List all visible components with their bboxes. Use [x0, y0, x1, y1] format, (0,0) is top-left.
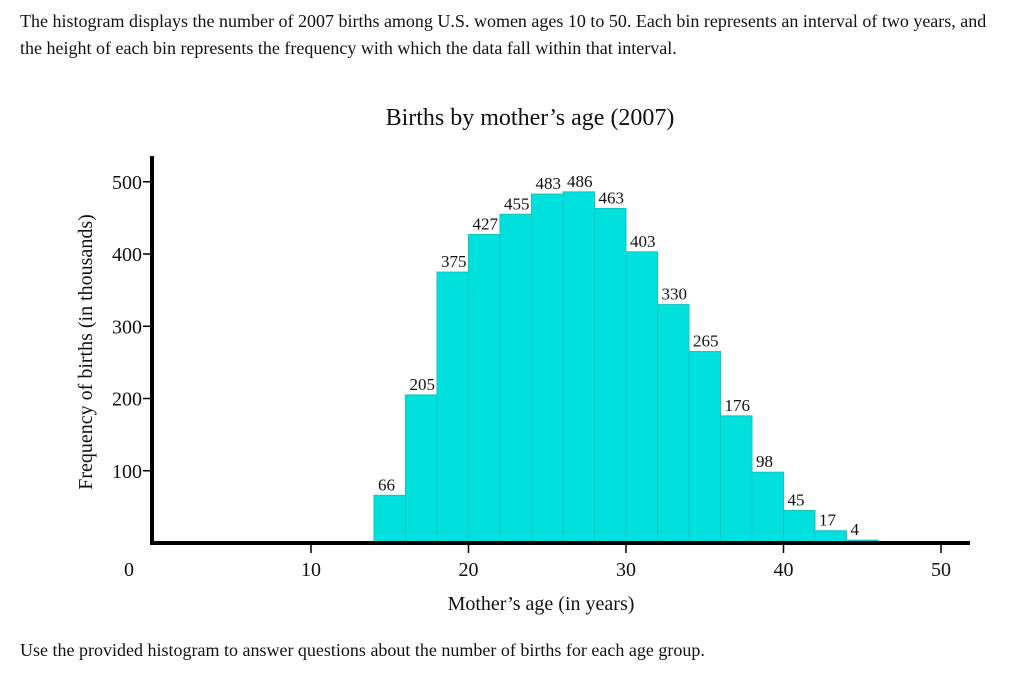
bar-label-34-36: 265: [693, 332, 719, 351]
y-tick-label-300: 300: [112, 316, 142, 338]
bar-14-16: [373, 494, 406, 544]
intro-text: The histogram displays the number of 200…: [20, 11, 987, 58]
y-tick-label-200: 200: [112, 389, 142, 411]
y-tick-label-400: 400: [112, 244, 142, 266]
bar-label-24-26: 483: [536, 174, 562, 193]
bar-34-36: [688, 351, 721, 544]
x-tick-label-30: 30: [616, 559, 636, 581]
bar-label-38-40: 98: [756, 452, 773, 471]
bar-label-26-28: 486: [567, 172, 593, 191]
bar-40-42: [783, 509, 816, 544]
bar-label-40-42: 45: [788, 490, 805, 509]
bar-label-32-34: 330: [662, 285, 688, 304]
x-tick-label-20: 20: [459, 559, 479, 581]
bars-group: [373, 191, 879, 544]
bar-label-14-16: 66: [378, 475, 395, 494]
y-tick-label-500: 500: [112, 172, 142, 194]
y-axis-label: Frequency of births (in thousands): [75, 214, 97, 490]
x-tick-label-10: 10: [301, 559, 321, 581]
bar-16-18: [405, 394, 438, 544]
bar-label-36-38: 176: [725, 396, 751, 415]
bar-label-20-22: 427: [473, 214, 499, 233]
x-tick-label-50: 50: [931, 559, 951, 581]
bar-18-20: [436, 271, 469, 544]
bar-label-42-44: 17: [819, 511, 837, 530]
bar-38-40: [751, 471, 784, 544]
x-axis-label: Mother’s age (in years): [448, 593, 635, 615]
bar-20-22: [468, 233, 501, 544]
bar-36-38: [720, 415, 753, 544]
origin-label: 0: [124, 559, 134, 581]
bar-32-34: [657, 304, 690, 544]
x-axis-ticks: 10 20 30 40 50: [301, 543, 951, 581]
bar-label-16-18: 205: [410, 375, 436, 394]
y-axis-ticks: 100 200 300 400 500: [112, 172, 152, 483]
bar-label-30-32: 403: [630, 232, 656, 251]
y-tick-label-100: 100: [112, 461, 142, 483]
outro-text: Use the provided histogram to answer que…: [20, 640, 705, 660]
bar-label-44-46: 4: [851, 520, 860, 539]
bar-label-22-24: 455: [504, 194, 530, 213]
chart-title: Births by mother’s age (2007): [386, 105, 675, 131]
bar-28-30: [594, 207, 627, 544]
bar-label-28-30: 463: [599, 188, 625, 207]
x-tick-label-40: 40: [774, 559, 794, 581]
bar-22-24: [499, 213, 532, 544]
bar-30-32: [625, 251, 658, 544]
bar-label-18-20: 375: [441, 252, 467, 271]
bar-24-26: [531, 193, 564, 544]
bar-26-28: [562, 191, 595, 544]
bar-labels-group: 66 205 375 427 455 483 486 463 403 330 265 176 98 45 1…: [378, 172, 860, 539]
